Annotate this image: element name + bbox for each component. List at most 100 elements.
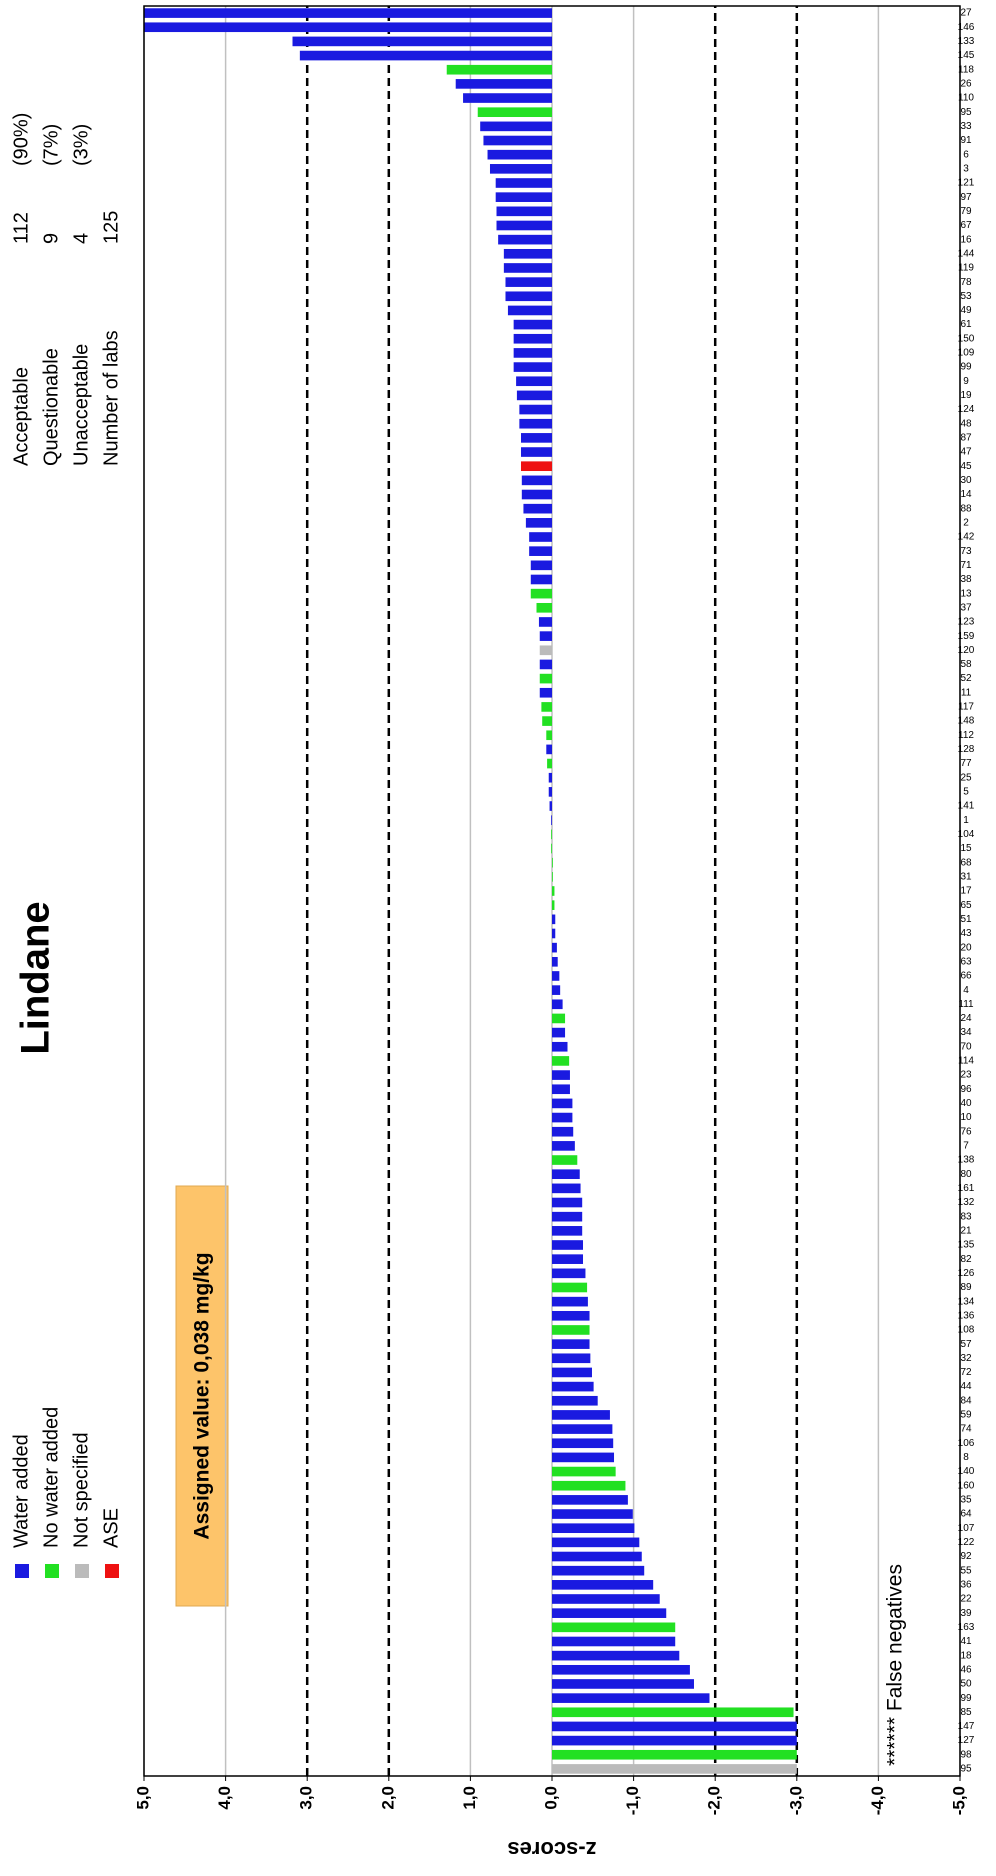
x-tick-label: 97 (960, 192, 972, 203)
bar (552, 1155, 578, 1165)
bar (552, 985, 561, 995)
x-tick-label: 70 (960, 1041, 972, 1052)
x-tick-label: 21 (960, 1225, 972, 1236)
bar (513, 333, 553, 344)
x-tick-label: 87 (960, 433, 972, 444)
x-tick-label: 120 (958, 645, 975, 656)
bar (552, 1424, 613, 1434)
bar (519, 404, 552, 415)
bar (552, 942, 557, 953)
bar (552, 1141, 575, 1151)
bar (541, 702, 553, 712)
legend-swatch (15, 1564, 29, 1578)
x-tick-label: 2 (963, 517, 969, 528)
bar (552, 872, 553, 882)
stats-count: 9 (40, 233, 62, 244)
bar (530, 588, 552, 599)
bar (513, 362, 553, 372)
x-tick-label: 66 (960, 971, 972, 982)
bar (552, 1466, 616, 1477)
bar (552, 1240, 584, 1250)
y-tick-label: -5,0 (949, 1786, 968, 1815)
bar (552, 1438, 614, 1449)
x-tick-label: 128 (958, 744, 975, 755)
x-tick-label: 23 (960, 1070, 972, 1081)
bar (552, 1169, 580, 1180)
legend-swatch (105, 1564, 119, 1578)
x-tick-label: 14 (960, 489, 972, 500)
x-tick-label: 39 (960, 1608, 972, 1619)
x-tick-label: 121 (958, 178, 975, 189)
x-tick-label: 141 (958, 801, 975, 812)
x-tick-label: 4 (963, 985, 969, 996)
x-tick-label: 1 (963, 815, 969, 826)
x-tick-label: 68 (960, 857, 972, 868)
x-tick-label: 40 (960, 1098, 972, 1109)
bar (523, 503, 553, 514)
x-tick-label: 124 (958, 404, 975, 415)
x-tick-label: 10 (960, 1112, 972, 1123)
annotation-box (175, 1185, 229, 1607)
bar (551, 843, 553, 854)
chart-body: Lindane z-scores Assigned value: 0,038 m… (10, 5, 975, 1862)
bar (552, 1636, 676, 1647)
stats-percent: (90%) (10, 113, 32, 166)
x-tick-label: 95 (960, 107, 972, 118)
bar (552, 1211, 583, 1222)
bar (513, 319, 553, 330)
x-tick-label: 106 (958, 1438, 975, 1449)
legend-label: ASE (100, 1508, 122, 1548)
x-tick-label: 77 (960, 758, 972, 769)
bar (498, 234, 553, 245)
y-tick-label: 2,0 (378, 1786, 397, 1810)
x-tick-label: 118 (958, 64, 974, 75)
bar (513, 348, 553, 358)
x-tick-label: 34 (960, 1027, 972, 1038)
legend-label: Not specified (70, 1432, 92, 1548)
bar (539, 673, 553, 684)
x-tick-label: 107 (958, 1523, 975, 1534)
x-tick-label: 73 (960, 546, 972, 557)
bar (552, 1693, 710, 1703)
bar (520, 447, 553, 457)
x-tick-label: 67 (960, 220, 972, 231)
bar (552, 1041, 568, 1052)
y-tick-label: 4,0 (215, 1786, 234, 1810)
bar (552, 1254, 584, 1264)
x-tick-label: 119 (958, 263, 974, 274)
bar (144, 22, 552, 33)
bar (552, 857, 553, 868)
x-tick-label: 17 (960, 886, 972, 897)
stats-percent: (3%) (70, 124, 92, 166)
bar (536, 602, 552, 613)
x-tick-label: 79 (960, 206, 972, 217)
bar (552, 1084, 570, 1095)
x-tick-label: 114 (958, 1056, 974, 1067)
x-tick-label: 32 (960, 1353, 972, 1364)
x-tick-label: 92 (960, 1551, 972, 1562)
bar (552, 1197, 583, 1208)
x-tick-label: 6 (963, 149, 969, 160)
bar (496, 206, 552, 217)
x-tick-label: 134 (958, 1296, 975, 1307)
x-tick-label: 117 (958, 702, 974, 713)
bar (552, 1495, 628, 1505)
x-tick-label: 104 (958, 829, 975, 840)
x-tick-label: 133 (958, 36, 975, 47)
x-tick-label: 72 (960, 1367, 972, 1378)
bar (539, 631, 553, 641)
bar (552, 1594, 660, 1604)
x-tick-label: 159 (958, 631, 975, 642)
bar (521, 489, 552, 500)
stats-count: 112 (10, 212, 32, 244)
x-tick-label: 15 (960, 843, 972, 854)
bar (552, 1664, 690, 1675)
bar (496, 220, 552, 231)
bar (521, 475, 552, 486)
x-tick-label: 27 (960, 8, 972, 19)
x-tick-label: 140 (958, 1466, 975, 1477)
bar (520, 433, 553, 443)
bar (487, 149, 553, 160)
x-tick-label: 110 (958, 93, 974, 104)
bar (529, 532, 552, 542)
